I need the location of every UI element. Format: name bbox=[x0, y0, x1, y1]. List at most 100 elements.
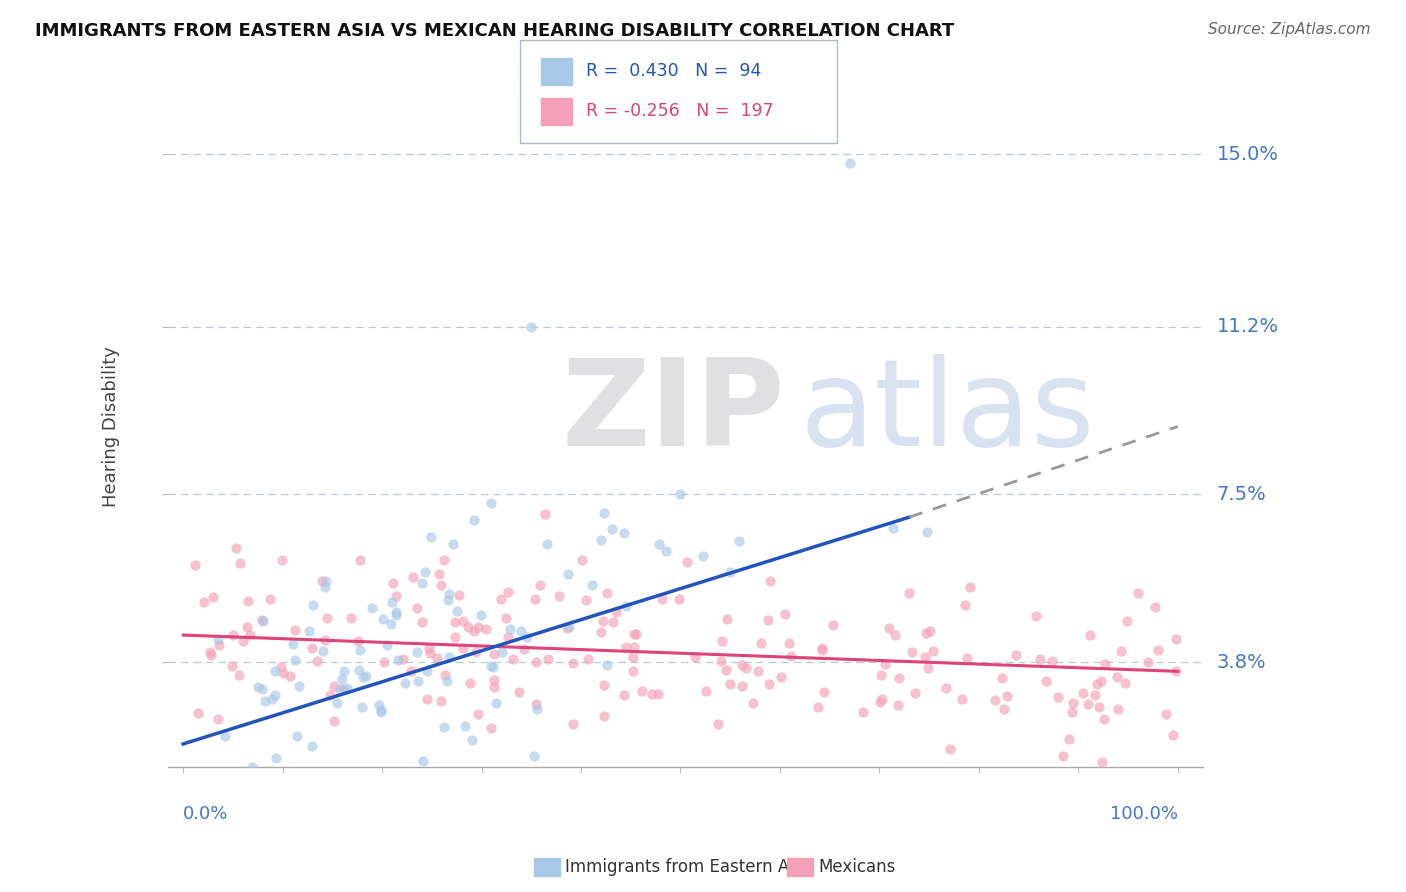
Point bbox=[332, 672, 354, 686]
Point bbox=[430, 578, 453, 592]
Point bbox=[1116, 614, 1139, 628]
Point bbox=[758, 614, 780, 628]
Point bbox=[523, 592, 546, 607]
Point bbox=[491, 644, 513, 658]
Point bbox=[457, 620, 479, 634]
Point bbox=[524, 698, 547, 712]
Point bbox=[1076, 697, 1098, 711]
Point bbox=[512, 641, 534, 656]
Point bbox=[548, 589, 571, 603]
Text: 15.0%: 15.0% bbox=[1216, 145, 1278, 164]
Point bbox=[447, 588, 470, 602]
Point bbox=[479, 721, 502, 735]
Point bbox=[807, 700, 830, 714]
Point bbox=[287, 729, 309, 743]
Point bbox=[467, 706, 489, 721]
Point bbox=[375, 638, 398, 652]
Point bbox=[208, 638, 231, 652]
Point bbox=[406, 645, 429, 659]
Point bbox=[349, 553, 371, 567]
Point bbox=[602, 615, 624, 629]
Point bbox=[301, 641, 323, 656]
Text: IMMIGRANTS FROM EASTERN ASIA VS MEXICAN HEARING DISABILITY CORRELATION CHART: IMMIGRANTS FROM EASTERN ASIA VS MEXICAN … bbox=[35, 22, 955, 40]
Point bbox=[647, 537, 669, 551]
Point bbox=[718, 676, 741, 690]
Point bbox=[651, 591, 673, 606]
Point bbox=[769, 670, 792, 684]
Point bbox=[470, 607, 492, 622]
Point bbox=[354, 669, 377, 683]
Point bbox=[399, 664, 422, 678]
Point bbox=[314, 633, 336, 648]
Point bbox=[332, 681, 354, 696]
Point bbox=[914, 649, 936, 664]
Text: R =  0.430   N =  94: R = 0.430 N = 94 bbox=[586, 62, 762, 80]
Point bbox=[1088, 700, 1111, 714]
Point bbox=[1092, 712, 1115, 726]
Point bbox=[200, 648, 222, 663]
Point bbox=[394, 676, 416, 690]
Point bbox=[1094, 657, 1116, 671]
Point bbox=[387, 653, 409, 667]
Point bbox=[301, 739, 323, 753]
Point bbox=[1105, 670, 1128, 684]
Point bbox=[995, 690, 1018, 704]
Point bbox=[624, 627, 647, 641]
Point bbox=[406, 673, 429, 688]
Point bbox=[1090, 673, 1112, 688]
Point bbox=[367, 698, 389, 712]
Point bbox=[602, 522, 624, 536]
Point bbox=[613, 688, 636, 702]
Point bbox=[596, 658, 619, 673]
Point bbox=[692, 549, 714, 563]
Point bbox=[224, 791, 246, 805]
Point bbox=[592, 614, 614, 628]
Point bbox=[302, 598, 325, 612]
Point bbox=[915, 524, 938, 539]
Point bbox=[416, 692, 439, 706]
Point bbox=[870, 668, 893, 682]
Point bbox=[520, 319, 543, 334]
Point bbox=[1164, 664, 1187, 678]
Point bbox=[1137, 655, 1160, 669]
Point bbox=[193, 595, 215, 609]
Point bbox=[323, 679, 346, 693]
Point bbox=[211, 791, 233, 805]
Point bbox=[446, 604, 468, 618]
Point bbox=[502, 651, 524, 665]
Point bbox=[882, 521, 904, 535]
Point bbox=[561, 657, 583, 671]
Text: atlas: atlas bbox=[799, 354, 1095, 471]
Point bbox=[728, 534, 751, 549]
Point bbox=[904, 686, 927, 700]
Point bbox=[316, 611, 339, 625]
Point bbox=[592, 709, 614, 723]
Point bbox=[1004, 773, 1026, 788]
Point bbox=[1033, 765, 1056, 780]
Point bbox=[1161, 728, 1184, 742]
Point bbox=[485, 697, 508, 711]
Point bbox=[236, 594, 259, 608]
Point bbox=[370, 706, 392, 720]
Point bbox=[402, 570, 425, 584]
Point bbox=[419, 646, 441, 660]
Point bbox=[1029, 651, 1052, 665]
Point bbox=[373, 655, 395, 669]
Point bbox=[325, 696, 347, 710]
Point bbox=[413, 565, 436, 579]
Point bbox=[406, 601, 429, 615]
Point bbox=[1035, 674, 1057, 689]
Point bbox=[613, 525, 636, 540]
Point bbox=[641, 687, 664, 701]
Point bbox=[852, 705, 875, 719]
Point bbox=[479, 658, 502, 673]
Point bbox=[593, 506, 616, 520]
Point bbox=[415, 664, 437, 678]
Point bbox=[264, 664, 287, 678]
Point bbox=[749, 635, 772, 649]
Point bbox=[252, 613, 274, 627]
Point bbox=[437, 592, 460, 607]
Point bbox=[463, 513, 485, 527]
Point bbox=[558, 620, 581, 634]
Point bbox=[222, 628, 245, 642]
